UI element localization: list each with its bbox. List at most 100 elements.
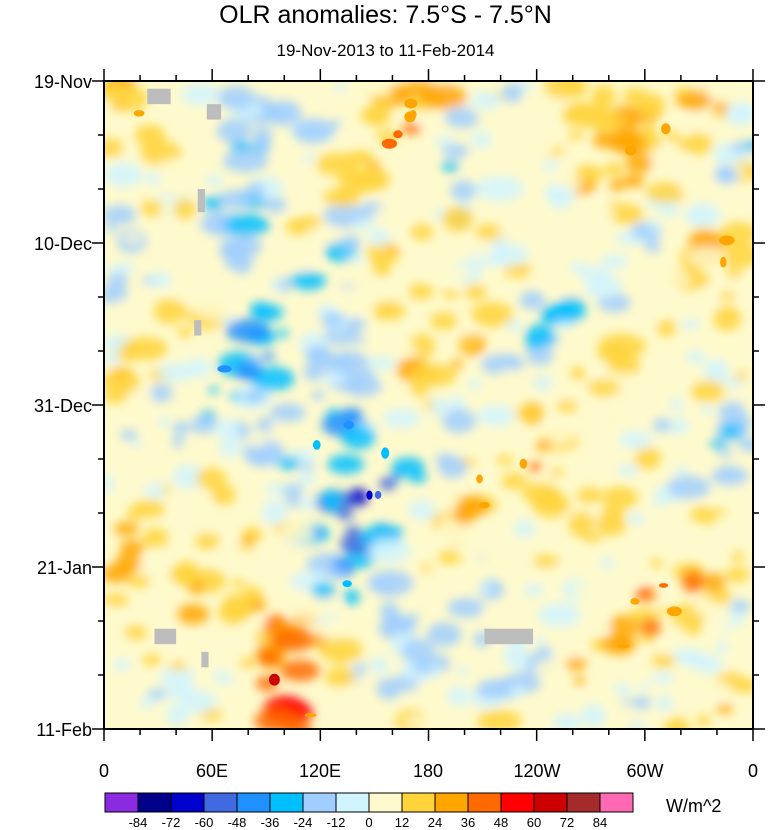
anomaly-cell: [647, 221, 662, 231]
colorbar-swatch: [500, 792, 535, 813]
anomaly-cell: [612, 559, 647, 585]
anomaly-cell: [269, 403, 306, 423]
x-minor-ticks: [103, 69, 754, 741]
anomaly-cell: [641, 123, 657, 138]
anomaly-cell: [423, 261, 443, 276]
anomaly-cell: [156, 417, 171, 428]
colorbar-swatch: [269, 792, 304, 813]
anomaly-cell: [574, 676, 586, 686]
anomaly-core: [342, 580, 352, 588]
anomaly-cell: [181, 83, 220, 106]
anomaly-cell: [378, 477, 397, 491]
anomaly-cell: [339, 235, 361, 250]
anomaly-cell: [659, 606, 669, 616]
anomaly-cell: [711, 466, 749, 486]
x-axis: 0 60E 120E 180 120W 60W 0: [99, 69, 758, 781]
anomaly-cell: [306, 346, 330, 365]
anomaly-cell: [710, 438, 727, 449]
anomaly-cell: [180, 690, 218, 714]
anomaly-core: [381, 138, 398, 149]
anomaly-cell: [104, 564, 132, 583]
anomaly-cell: [558, 638, 571, 649]
y-tick-label: 19-Nov: [34, 72, 92, 92]
colorbar-label: 72: [560, 815, 574, 830]
anomaly-cell: [479, 583, 491, 593]
anomaly-cell: [249, 392, 265, 403]
anomaly-cell: [131, 439, 142, 448]
anomaly-cell: [627, 513, 646, 525]
anomaly-cell: [505, 647, 529, 670]
anomaly-cell: [319, 637, 363, 663]
anomaly-cell: [635, 586, 656, 603]
anomaly-cell: [705, 608, 733, 631]
anomaly-cell: [447, 598, 485, 618]
anomaly-cell: [191, 508, 229, 533]
x-tick-label: 0: [748, 761, 758, 781]
anomaly-cell: [370, 656, 389, 675]
anomaly-cell: [596, 515, 627, 537]
anomaly-cell: [715, 165, 735, 181]
colorbar-label: -12: [327, 815, 346, 830]
anomaly-cell: [229, 391, 241, 401]
anomaly-cell: [601, 633, 637, 655]
anomaly-cell: [311, 390, 325, 401]
anomaly-cell: [252, 127, 273, 142]
anomaly-cell: [680, 319, 701, 330]
anomaly-cell: [382, 408, 421, 429]
anomaly-cell: [372, 259, 392, 277]
anomaly-cell: [177, 603, 210, 625]
anomaly-cell: [656, 320, 677, 337]
anomaly-cell: [451, 480, 465, 489]
anomaly-cell: [545, 225, 556, 234]
anomaly-cell: [256, 650, 282, 666]
anomaly-cell: [565, 657, 587, 671]
anomaly-cell: [707, 340, 732, 364]
missing-data-patch: [206, 104, 222, 120]
anomaly-cell: [196, 467, 227, 490]
anomaly-blobs: [104, 81, 753, 729]
anomaly-cell: [365, 104, 391, 127]
anomaly-cell: [430, 496, 460, 514]
missing-data-patch: [154, 628, 177, 645]
anomaly-cell: [126, 507, 143, 521]
anomaly-cell: [450, 359, 464, 369]
anomaly-cell: [345, 150, 372, 165]
anomaly-cell: [528, 271, 541, 282]
anomaly-cell: [555, 152, 572, 167]
anomaly-core: [374, 490, 382, 499]
anomaly-cell: [456, 666, 469, 676]
anomaly-core: [479, 501, 490, 509]
colorbar-units: W/m^2: [666, 796, 721, 816]
anomaly-cell: [143, 451, 154, 461]
anomaly-cell: [459, 336, 479, 349]
colorbar-label: 12: [395, 815, 409, 830]
anomaly-cell: [409, 333, 435, 359]
anomaly-cell: [593, 366, 611, 381]
colorbar-label: 36: [461, 815, 475, 830]
anomaly-cell: [264, 248, 293, 264]
anomaly-cell: [376, 677, 402, 700]
anomaly-cell: [420, 84, 467, 110]
anomaly-cell: [341, 425, 376, 450]
anomaly-cell: [629, 720, 645, 729]
anomaly-cell: [231, 578, 245, 588]
anomaly-cell: [408, 472, 428, 483]
colorbar-swatch: [368, 792, 403, 813]
anomaly-cell: [486, 516, 505, 527]
colorbar: -84 -72 -60 -48 -36 -24 -12 0 12 24 36 48 60 72 84 W/m…: [104, 792, 721, 830]
anomaly-cell: [445, 531, 473, 548]
anomaly-cell: [407, 283, 434, 300]
anomaly-cell: [573, 164, 605, 183]
anomaly-cell: [172, 290, 192, 301]
anomaly-cell: [563, 173, 582, 191]
anomaly-cell: [366, 81, 392, 96]
anomaly-cell: [601, 253, 629, 269]
anomaly-cell: [245, 448, 277, 467]
colorbar-swatch: [104, 792, 139, 813]
anomaly-cell: [318, 489, 343, 507]
anomaly-cell: [426, 622, 462, 647]
anomaly-cell: [691, 380, 725, 403]
anomaly-cell: [701, 403, 713, 415]
anomaly-cell: [119, 539, 145, 556]
